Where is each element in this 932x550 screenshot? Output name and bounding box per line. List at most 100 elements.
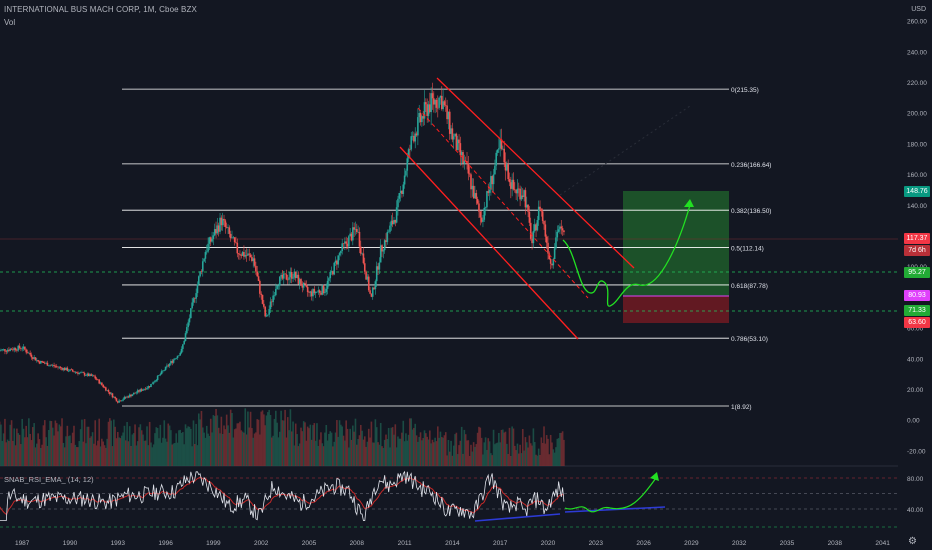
candle-body <box>255 265 257 272</box>
candle-body <box>535 224 537 231</box>
volume-bar <box>42 425 45 466</box>
candle-body <box>385 240 387 243</box>
channel-mid <box>417 107 589 299</box>
candle-body <box>160 371 163 375</box>
volume-bar <box>126 422 128 466</box>
stop-zone <box>623 296 729 323</box>
volume-bar <box>286 417 289 466</box>
candle-body <box>159 374 162 376</box>
candle-body <box>308 292 310 293</box>
price-tag-stop: 63.60 <box>904 317 930 328</box>
fib-label: 0(215.35) <box>731 87 759 94</box>
volume-bar <box>407 434 410 466</box>
volume-bar <box>255 432 257 466</box>
volume-bar <box>197 413 200 466</box>
volume-bar <box>61 418 63 466</box>
price-axis-tick: 200.00 <box>907 111 927 118</box>
volume-bar <box>81 419 83 466</box>
candle-body <box>73 371 75 373</box>
volume-bar <box>498 432 500 466</box>
time-axis-tick: 2017 <box>493 540 508 547</box>
candle-body <box>39 360 42 364</box>
candle-body <box>243 252 245 257</box>
time-axis-tick: 2008 <box>350 540 365 547</box>
candle-body <box>304 282 306 285</box>
gear-icon[interactable]: ⚙ <box>908 536 917 547</box>
time-axis-tick: 2026 <box>636 540 651 547</box>
volume-bar <box>301 431 304 466</box>
candle-body <box>553 248 556 260</box>
price-axis-tick: 40.00 <box>907 356 924 363</box>
volume-bar <box>53 435 55 466</box>
time-axis-tick: 2032 <box>732 540 747 547</box>
volume-bar <box>415 435 418 466</box>
candle-body <box>555 237 557 249</box>
volume-bar <box>500 429 503 466</box>
volume-bar <box>525 442 528 466</box>
candle-body <box>312 289 314 297</box>
candle-body <box>474 193 476 199</box>
candle-body <box>109 391 111 395</box>
candle-body <box>419 112 422 123</box>
candle-body <box>231 237 233 239</box>
volume-bar <box>366 441 369 466</box>
volume-bar <box>442 437 444 466</box>
candle-body <box>387 231 390 233</box>
volume-bar <box>552 449 555 466</box>
candle-body <box>166 365 168 367</box>
candle-body <box>140 389 143 391</box>
volume-bar <box>334 432 337 466</box>
time-axis-tick: 2011 <box>398 540 412 547</box>
volume-bar <box>69 435 71 466</box>
candle-body <box>517 188 520 190</box>
candle-body <box>229 233 232 239</box>
rsi-indicator-label[interactable]: SNAB_RSI_EMA_ (14, 12) <box>4 475 94 484</box>
volume-bar <box>4 418 6 466</box>
volume-bar <box>410 418 413 466</box>
candle-body <box>545 236 548 243</box>
candle-body <box>74 372 77 373</box>
candle-body <box>236 242 239 254</box>
volume-bar <box>409 418 411 466</box>
volume-bar <box>310 439 313 466</box>
volume-bar <box>290 431 293 466</box>
volume-bar <box>167 423 170 466</box>
volume-bar <box>537 448 540 466</box>
candle-body <box>362 253 365 264</box>
candle-body <box>367 276 370 291</box>
channel-upper <box>436 77 635 269</box>
candle-body <box>203 258 205 262</box>
candle-body <box>261 294 264 304</box>
price-tag-countdown: 7d 6h <box>904 245 930 256</box>
candle-body <box>476 198 479 204</box>
volume-bar <box>361 430 363 466</box>
candle-body <box>67 370 70 372</box>
volume-bar <box>54 420 57 466</box>
volume-bar <box>314 440 317 466</box>
candle-body <box>543 220 545 225</box>
volume-bar <box>294 423 297 466</box>
volume-bar <box>57 431 59 466</box>
candle-body <box>245 254 248 256</box>
candle-body <box>383 240 386 251</box>
candle-body <box>0 349 2 351</box>
volume-bar <box>29 433 31 466</box>
volume-bar <box>67 436 70 466</box>
candle-body <box>486 191 488 208</box>
volume-bar <box>216 415 219 466</box>
candle-body <box>213 229 216 236</box>
candle-body <box>55 366 58 367</box>
candle-body <box>382 250 385 252</box>
candle-body <box>172 359 175 363</box>
candle-body <box>102 385 104 388</box>
volume-bar <box>476 432 479 466</box>
volume-bar <box>563 439 565 466</box>
candle-body <box>46 362 49 366</box>
candle-body <box>332 271 334 275</box>
volume-bar <box>459 440 462 466</box>
price-axis-tick: -20.00 <box>907 448 926 455</box>
candle-body <box>302 282 305 288</box>
candle-body <box>171 361 174 363</box>
candle-body <box>467 163 470 174</box>
